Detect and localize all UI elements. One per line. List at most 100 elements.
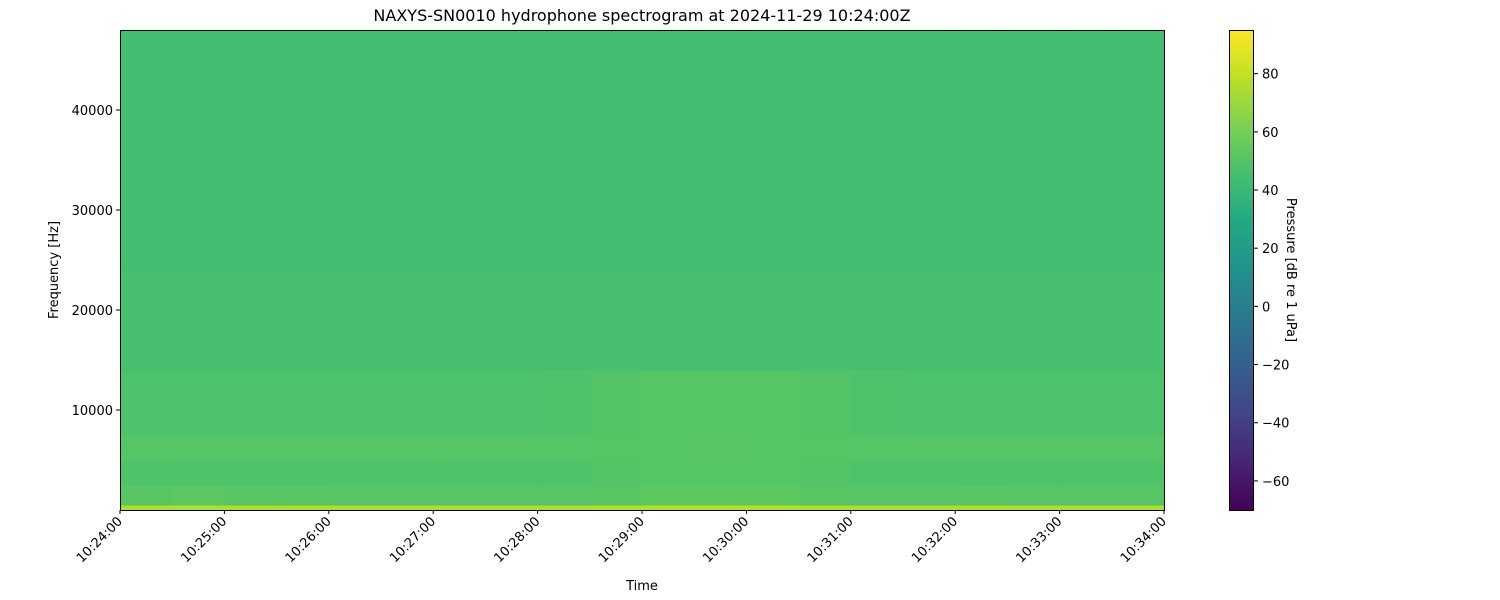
heatmap-cell — [485, 505, 539, 511]
colorbar-tick-label: 20 — [1262, 242, 1279, 257]
heatmap-cell — [903, 370, 956, 436]
x-tick-label: 10:27:00 — [387, 514, 439, 566]
heatmap-cell — [485, 460, 539, 486]
heatmap-cell — [120, 505, 173, 511]
heatmap-cell — [328, 460, 382, 486]
heatmap-cell — [328, 370, 382, 436]
heatmap-cell — [1111, 30, 1165, 271]
heatmap-cell — [694, 460, 747, 486]
heatmap-cell — [746, 505, 800, 511]
y-tick-label: 20000 — [72, 304, 113, 319]
heatmap-cell — [642, 460, 695, 486]
heatmap-cell — [798, 505, 852, 511]
heatmap-cell — [850, 485, 904, 506]
heatmap-cell — [328, 435, 382, 461]
heatmap-cell — [850, 370, 904, 436]
x-tick-label: 10:26:00 — [283, 514, 335, 566]
x-tick-label: 10:32:00 — [909, 514, 961, 566]
heatmap-cell — [172, 505, 225, 511]
heatmap-cell — [1111, 505, 1165, 511]
heatmap-cell — [798, 370, 852, 436]
heatmap-cell — [1007, 370, 1061, 436]
heatmap-cell — [485, 270, 539, 371]
heatmap-cell — [172, 370, 225, 436]
heatmap-cell — [589, 460, 643, 486]
heatmap-cell — [694, 270, 747, 371]
heatmap-cell — [589, 505, 643, 511]
heatmap-cell — [1007, 485, 1061, 506]
heatmap-cell — [955, 370, 1008, 436]
heatmap-cell — [955, 505, 1008, 511]
colorbar-tick-label: −20 — [1262, 359, 1289, 374]
heatmap-cell — [537, 270, 591, 371]
heatmap-cell — [485, 485, 539, 506]
heatmap-cell — [537, 460, 591, 486]
heatmap-cell — [224, 30, 278, 271]
heatmap-cell — [1007, 270, 1061, 371]
x-axis: 10:24:00 10:25:00 10:26:00 10:27:00 10:28:00… — [74, 510, 1170, 566]
x-tick-label: 10:25:00 — [178, 514, 230, 566]
colorbar-tick-label: 0 — [1262, 300, 1270, 315]
y-axis-label: Frequency [Hz] — [47, 221, 62, 319]
y-tick-label: 40000 — [72, 104, 113, 119]
heatmap-cell — [798, 30, 852, 271]
heatmap-cell — [694, 485, 747, 506]
heatmap-cell — [746, 485, 800, 506]
heatmap-cell — [433, 270, 486, 371]
heatmap-cell — [642, 485, 695, 506]
colorbar-axis: −60 −40 −20 0 20 40 60 80 — [1254, 68, 1289, 490]
heatmap-cell — [537, 30, 591, 271]
heatmap-cell — [955, 270, 1008, 371]
heatmap-cell — [224, 370, 278, 436]
heatmap-cell — [1059, 505, 1113, 511]
heatmap-cell — [1059, 370, 1113, 436]
heatmap-cell — [955, 435, 1008, 461]
heatmap-cell — [589, 485, 643, 506]
heatmap-cell — [276, 30, 330, 271]
heatmap-cell — [328, 270, 382, 371]
heatmap-cell — [955, 30, 1008, 271]
heatmap-cell — [381, 435, 434, 461]
heatmap-cell — [224, 505, 278, 511]
x-tick-label: 10:29:00 — [596, 514, 648, 566]
heatmap-cell — [537, 435, 591, 461]
heatmap-cell — [433, 370, 486, 436]
heatmap-cell — [381, 485, 434, 506]
heatmap-cell — [955, 485, 1008, 506]
x-tick-label: 10:31:00 — [805, 514, 857, 566]
heatmap-cell — [642, 505, 695, 511]
x-tick-label: 10:30:00 — [700, 514, 752, 566]
heatmap-cell — [1111, 435, 1165, 461]
heatmap-cell — [172, 485, 225, 506]
heatmap-cell — [694, 435, 747, 461]
heatmap-cell — [433, 485, 486, 506]
heatmap-cell — [381, 505, 434, 511]
heatmap-cell — [955, 460, 1008, 486]
heatmap-cell — [276, 460, 330, 486]
heatmap-cell — [328, 505, 382, 511]
heatmap-cell — [276, 435, 330, 461]
heatmap-cell — [224, 435, 278, 461]
heatmap-cell — [850, 30, 904, 271]
heatmap-cell — [120, 30, 173, 271]
heatmap — [120, 30, 1165, 511]
heatmap-cell — [850, 270, 904, 371]
heatmap-cell — [642, 370, 695, 436]
heatmap-cell — [850, 505, 904, 511]
heatmap-cell — [1111, 270, 1165, 371]
heatmap-cell — [224, 485, 278, 506]
heatmap-cell — [850, 460, 904, 486]
colorbar — [1229, 30, 1254, 511]
heatmap-cell — [1059, 30, 1113, 271]
heatmap-cell — [172, 435, 225, 461]
heatmap-cell — [1007, 30, 1061, 271]
heatmap-cell — [276, 270, 330, 371]
heatmap-cell — [1111, 370, 1165, 436]
heatmap-cell — [224, 270, 278, 371]
heatmap-cell — [328, 30, 382, 271]
heatmap-cell — [746, 460, 800, 486]
heatmap-cell — [798, 485, 852, 506]
heatmap-cell — [694, 370, 747, 436]
heatmap-cell — [694, 505, 747, 511]
